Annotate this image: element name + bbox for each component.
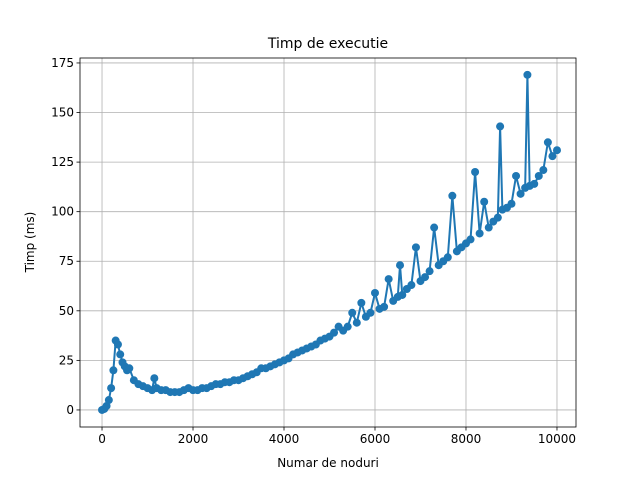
marker [507, 199, 516, 208]
marker [534, 171, 543, 180]
marker [125, 364, 134, 373]
marker [357, 298, 366, 307]
marker [548, 152, 557, 161]
marker [348, 308, 357, 317]
x-axis-label: Numar de noduri [277, 456, 379, 470]
y-tick-label: 75 [59, 254, 74, 268]
y-axis-label: Timp (ms) [23, 212, 37, 274]
marker [496, 122, 505, 131]
marker [543, 138, 552, 147]
marker [480, 197, 489, 206]
y-tick-label: 125 [51, 155, 74, 169]
line [101, 74, 558, 411]
marker [523, 70, 532, 79]
marker [484, 223, 493, 232]
y-tick-label: 0 [66, 403, 74, 417]
marker [443, 253, 452, 262]
x-tick-label: 6000 [360, 432, 391, 446]
marker [466, 235, 475, 244]
y-tick-label: 100 [51, 205, 74, 219]
x-tick-label: 8000 [451, 432, 482, 446]
marker [107, 384, 116, 393]
marker [370, 288, 379, 297]
marker [516, 189, 525, 198]
marker [493, 213, 502, 222]
marker [352, 318, 361, 327]
marker [113, 340, 122, 349]
marker [539, 166, 548, 175]
marker [109, 366, 118, 375]
marker [330, 328, 339, 337]
marker [380, 302, 389, 311]
marker [530, 179, 539, 188]
plot-frame [79, 57, 577, 428]
marker [366, 308, 375, 317]
y-tick-label: 25 [59, 353, 74, 367]
x-tick-label: 4000 [269, 432, 300, 446]
marker [552, 146, 561, 155]
marker [430, 223, 439, 232]
chart-title: Timp de executie [267, 36, 388, 52]
marker [425, 267, 434, 276]
marker [471, 168, 480, 177]
x-tick-label: 10000 [538, 432, 576, 446]
marker [475, 229, 484, 238]
marker [411, 243, 420, 252]
marker [512, 171, 521, 180]
marker [407, 281, 416, 290]
marker [116, 350, 125, 359]
marker [343, 322, 352, 331]
marker [150, 374, 159, 383]
y-tick-label: 50 [59, 304, 74, 318]
marker [448, 191, 457, 200]
marker [398, 290, 407, 299]
marker [104, 396, 113, 405]
y-tick-label: 150 [51, 106, 74, 120]
marker [396, 261, 405, 270]
x-tick-label: 2000 [178, 432, 209, 446]
marker [384, 275, 393, 284]
marker [421, 273, 430, 282]
y-tick-label: 175 [51, 56, 74, 70]
x-tick-label: 0 [98, 432, 106, 446]
